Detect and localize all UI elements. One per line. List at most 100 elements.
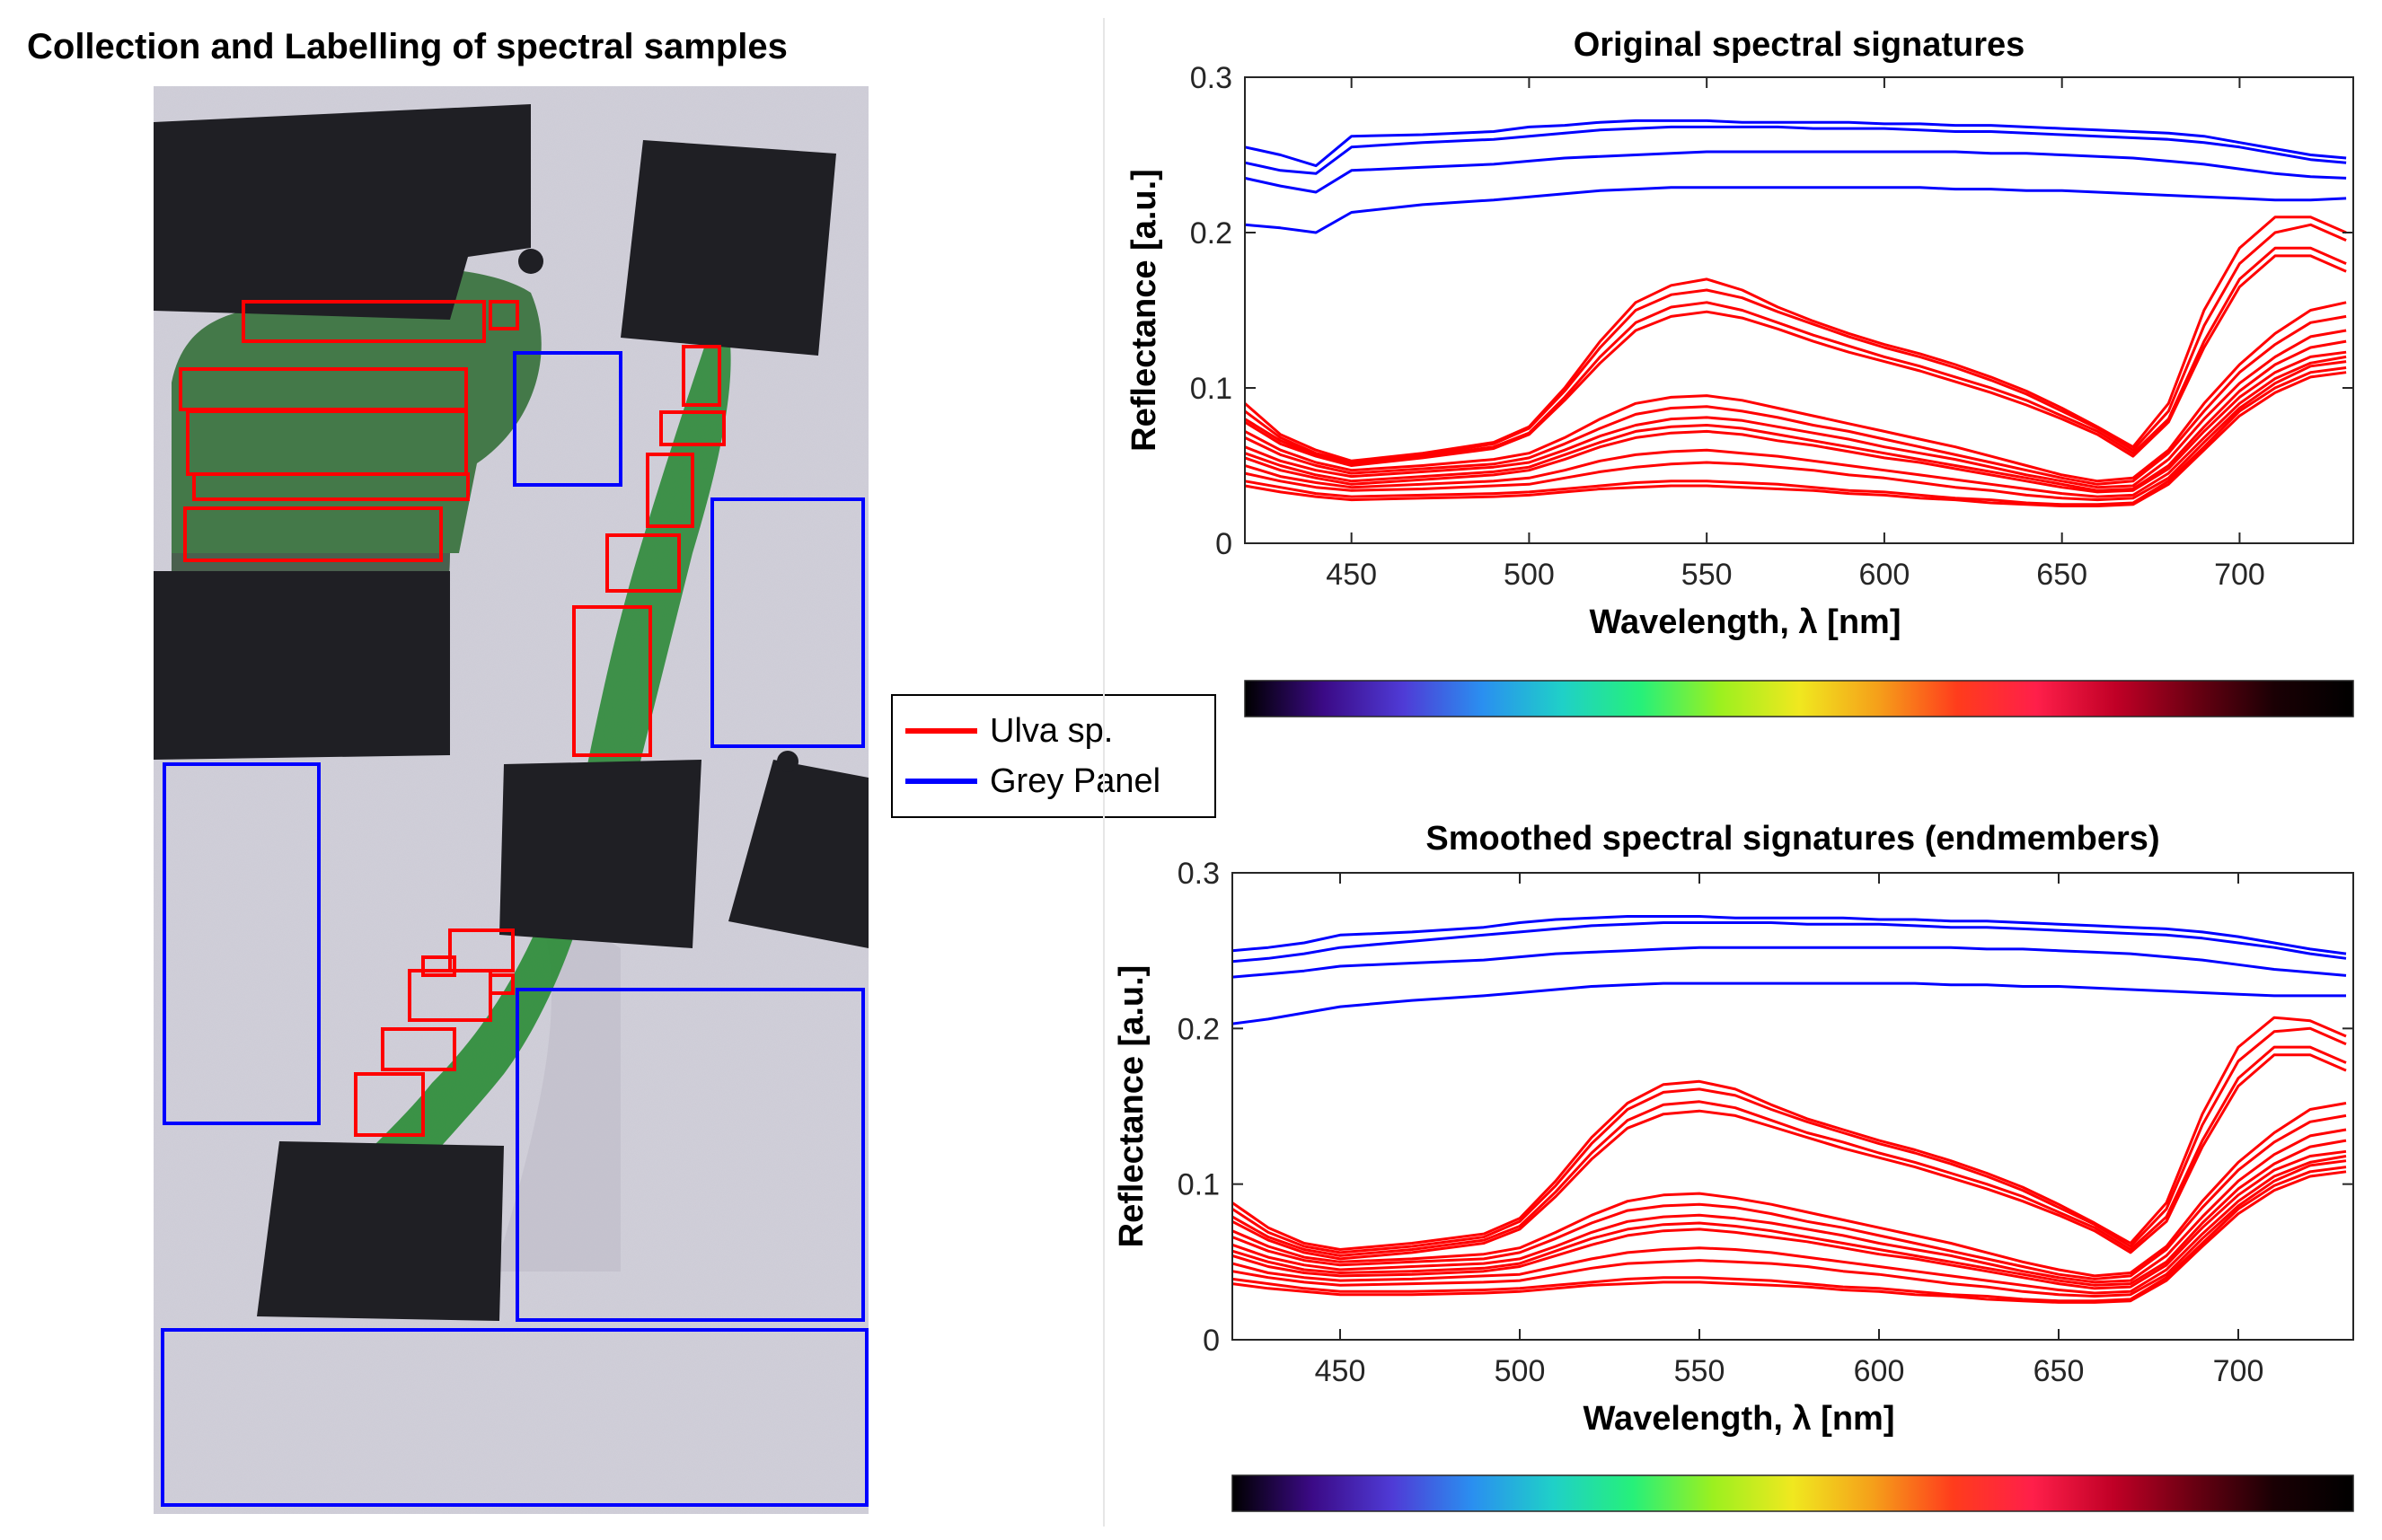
- roi-grey-panel: [710, 497, 865, 748]
- dark-panel: [728, 760, 869, 948]
- legend-item-ulva: Ulva sp.: [905, 708, 1113, 753]
- series-line-ulva-13: [1244, 371, 2347, 507]
- series-line-ulva-2: [1231, 1026, 2347, 1254]
- axes-box: [1244, 76, 2354, 544]
- legend: Ulva sp. Grey Panel: [891, 694, 1216, 818]
- roi-grey-panel: [516, 988, 865, 1322]
- legend-swatch-red: [905, 728, 977, 734]
- series-line-ulva-4: [1244, 254, 2347, 467]
- series-line-ulva-3: [1244, 246, 2347, 466]
- panel-divider: [1103, 18, 1105, 1527]
- series-line-grey-panel-2: [1231, 921, 2347, 964]
- legend-swatch-blue: [905, 779, 977, 784]
- series-line-ulva-4: [1231, 1053, 2347, 1261]
- roi-ulva: [659, 410, 726, 446]
- series-line-ulva-7: [1231, 1128, 2347, 1284]
- chart-title: Smoothed spectral signatures (endmembers…: [1425, 820, 2159, 858]
- x-tick-label: 650: [2034, 1354, 2085, 1388]
- series-line-ulva-10: [1231, 1155, 2347, 1295]
- series-line-ulva-6: [1231, 1113, 2347, 1280]
- x-tick-label: 450: [1326, 558, 1377, 592]
- y-tick-label: 0.2: [1178, 1012, 1220, 1046]
- legend-label: Ulva sp.: [990, 711, 1114, 750]
- dark-panel: [154, 104, 531, 320]
- series-line-ulva-5: [1231, 1102, 2347, 1278]
- series-line-ulva-1: [1244, 216, 2347, 462]
- roi-ulva: [381, 1027, 456, 1071]
- roi-ulva: [242, 300, 486, 343]
- series-line-grey-panel-1: [1231, 915, 2347, 955]
- dark-panel-dot: [777, 751, 798, 772]
- legend-item-grey-panel: Grey Panel: [905, 759, 1160, 804]
- y-tick-label: 0.3: [1178, 857, 1220, 891]
- series-line-ulva-1: [1231, 1016, 2347, 1251]
- series-line-ulva-9: [1231, 1149, 2347, 1290]
- roi-grey-panel: [163, 762, 321, 1125]
- chart-title: Original spectral signatures: [1574, 26, 2025, 64]
- roi-ulva: [605, 533, 681, 593]
- series-line-ulva-5: [1244, 301, 2347, 483]
- roi-ulva: [354, 1072, 425, 1137]
- dark-panel: [621, 140, 836, 356]
- series-line-grey-panel-4: [1231, 981, 2346, 1025]
- y-tick-label: 0: [1203, 1324, 1220, 1358]
- wavelength-colorbar: [1231, 1474, 2354, 1512]
- roi-ulva: [572, 605, 652, 757]
- series-line-ulva-9: [1244, 350, 2347, 494]
- roi-ulva: [489, 300, 519, 330]
- series-line-grey-panel-2: [1244, 125, 2347, 175]
- series-line-ulva-3: [1231, 1045, 2347, 1257]
- series-line-ulva-2: [1244, 223, 2347, 464]
- series-line-ulva-11: [1231, 1159, 2347, 1298]
- series-line-grey-panel-4: [1244, 186, 2347, 234]
- series-line-grey-panel-3: [1244, 150, 2347, 194]
- dark-panel: [154, 571, 450, 760]
- roi-ulva: [192, 472, 470, 501]
- roi-grey-panel: [161, 1328, 869, 1507]
- x-tick-label: 600: [1854, 1354, 1905, 1388]
- series-line-ulva-6: [1244, 314, 2347, 486]
- x-axis-label: Wavelength, λ [nm]: [1584, 1400, 1895, 1438]
- x-axis-label: Wavelength, λ [nm]: [1590, 603, 1901, 641]
- x-tick-label: 700: [2214, 558, 2265, 592]
- roi-ulva: [489, 973, 515, 995]
- series-line-ulva-13: [1231, 1170, 2347, 1304]
- legend-label: Grey Panel: [990, 761, 1161, 800]
- y-tick-label: 0.2: [1190, 216, 1232, 251]
- x-tick-label: 500: [1495, 1354, 1546, 1388]
- dark-panel: [499, 760, 701, 948]
- x-tick-label: 500: [1504, 558, 1555, 592]
- roi-ulva: [183, 506, 443, 562]
- axes-box: [1231, 872, 2354, 1341]
- x-tick-label: 700: [2213, 1354, 2264, 1388]
- y-tick-label: 0.1: [1178, 1168, 1220, 1202]
- y-axis-label: Reflectance [a.u.]: [1125, 169, 1163, 452]
- roi-ulva: [421, 955, 456, 977]
- y-tick-label: 0.3: [1190, 61, 1232, 95]
- series-line-ulva-10: [1244, 355, 2347, 498]
- series-line-ulva-11: [1244, 360, 2347, 502]
- dark-panel-dot: [518, 249, 543, 274]
- x-tick-label: 550: [1674, 1354, 1725, 1388]
- x-tick-label: 650: [2036, 558, 2087, 592]
- roi-ulva: [646, 453, 694, 528]
- wavelength-colorbar: [1244, 680, 2354, 717]
- y-axis-label: Reflectance [a.u.]: [1113, 965, 1151, 1248]
- y-tick-label: 0.1: [1190, 372, 1232, 406]
- x-tick-label: 550: [1681, 558, 1733, 592]
- dark-panel: [257, 1141, 504, 1321]
- y-tick-label: 0: [1215, 527, 1232, 561]
- series-line-grey-panel-1: [1244, 119, 2347, 168]
- x-tick-label: 450: [1315, 1354, 1366, 1388]
- series-line-ulva-8: [1244, 339, 2347, 492]
- series-line-ulva-7: [1244, 329, 2347, 489]
- image-panel-title: Collection and Labelling of spectral sam…: [27, 27, 788, 66]
- ulva-tissue-strip-upper: [576, 329, 731, 823]
- roi-ulva: [408, 969, 492, 1022]
- roi-ulva: [682, 345, 721, 407]
- x-tick-label: 600: [1859, 558, 1910, 592]
- series-line-ulva-12: [1244, 366, 2347, 506]
- series-line-ulva-8: [1231, 1139, 2347, 1287]
